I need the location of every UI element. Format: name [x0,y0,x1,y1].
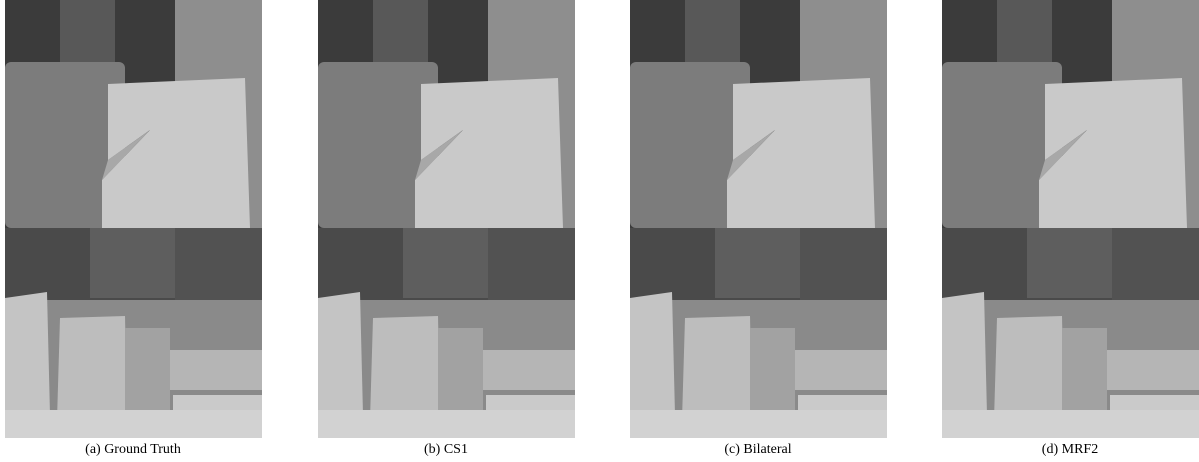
region [370,316,440,420]
depth-image [318,0,575,438]
region [5,292,50,418]
region [373,0,428,70]
region [795,350,887,390]
region [685,0,740,70]
region [125,328,170,418]
region [57,316,127,420]
region [997,0,1052,70]
caption: (b) CS1 [424,442,468,457]
region [630,292,675,418]
region [630,410,887,438]
depth-image [942,0,1199,438]
figure: (a) Ground Truth (b) CS1 (c) Bilateral (… [0,0,1199,462]
region [942,410,1199,438]
panel: (c) Bilateral [630,0,887,457]
region [318,292,363,418]
region [438,328,483,418]
region [750,328,795,418]
region [403,228,488,298]
caption: (d) MRF2 [1042,442,1098,457]
caption: (a) Ground Truth [85,442,181,457]
depth-image [5,0,262,438]
region [170,350,262,390]
caption: (c) Bilateral [724,442,791,457]
region [5,410,262,438]
region [1107,350,1199,390]
panel: (b) CS1 [318,0,575,457]
region [90,228,175,298]
region [60,0,115,70]
region [715,228,800,298]
panel: (a) Ground Truth [5,0,262,457]
region [483,350,575,390]
panel: (d) MRF2 [942,0,1199,457]
region [1062,328,1107,418]
region [318,410,575,438]
region [942,292,987,418]
depth-image [630,0,887,438]
region [1027,228,1112,298]
page: {"figure": {"panels": [ {"caption": "(a)… [0,0,1199,462]
region [682,316,752,420]
region [994,316,1064,420]
